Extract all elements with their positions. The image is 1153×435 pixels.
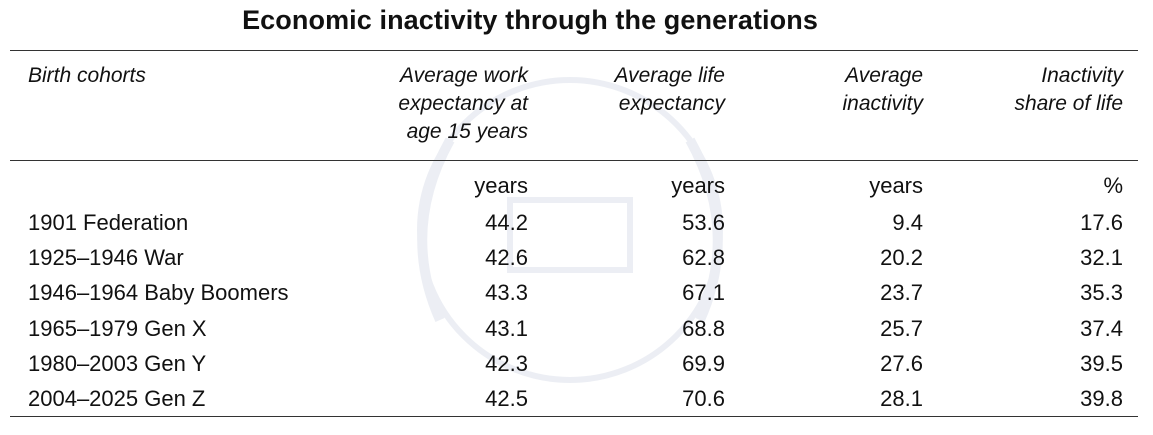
row-label: 1980–2003 Gen Y: [28, 350, 207, 376]
table-cell: 69.9: [682, 350, 725, 376]
column-header-line: age 15 years: [406, 120, 528, 143]
table-cell: 23.7: [880, 280, 923, 306]
unit-label: years: [671, 173, 725, 198]
unit-label: years: [869, 173, 923, 198]
column-header-line: Average work: [399, 64, 528, 87]
table-cell: 9.4: [892, 210, 923, 235]
table-cell: 20.2: [880, 245, 923, 271]
table-cell: 37.4: [1080, 315, 1123, 341]
row-label: 1925–1946 War: [28, 245, 184, 271]
table-cell: 32.1: [1080, 245, 1123, 271]
row-label: 1965–1979 Gen X: [28, 315, 207, 341]
table-cell: 25.7: [880, 315, 923, 341]
table-cell: 67.1: [682, 280, 725, 306]
column-header-line: Inactivity: [1041, 64, 1123, 87]
unit-label: years: [474, 173, 528, 198]
row-label: 1901 Federation: [28, 210, 189, 235]
table-cell: 28.1: [880, 386, 923, 411]
column-header-line: Average: [845, 64, 923, 87]
unit-label: %: [1103, 173, 1123, 198]
table-cell: 35.3: [1080, 280, 1123, 306]
column-header-line: expectancy at: [398, 92, 528, 115]
column-header-line: Birth cohorts: [28, 64, 146, 87]
column-header-line: share of life: [1014, 92, 1123, 115]
column-header-line: expectancy: [618, 92, 725, 115]
row-label: 1946–1964 Baby Boomers: [28, 280, 289, 306]
table-cell: 53.6: [682, 210, 725, 235]
table-cell: 42.5: [485, 386, 528, 411]
table-cell: 27.6: [880, 350, 923, 376]
top-rule: [10, 50, 1138, 51]
column-header-2: Average life expectancy: [525, 62, 725, 118]
column-header-line: Average life: [614, 64, 725, 87]
table-cell: 68.8: [682, 315, 725, 341]
bottom-rule: [10, 416, 1138, 417]
column-header-3: Average inactivity: [723, 62, 923, 118]
table-cell: 42.3: [485, 350, 528, 376]
table-cell: 44.2: [485, 210, 528, 235]
column-header-line: inactivity: [842, 92, 923, 115]
table-cell: 39.5: [1080, 350, 1123, 376]
row-label: 2004–2025 Gen Z: [28, 386, 206, 411]
table-cell: 17.6: [1080, 210, 1123, 235]
column-header-4: Inactivity share of life: [923, 62, 1123, 118]
table-title: Economic inactivity through the generati…: [242, 5, 818, 35]
table-cell: 42.6: [485, 245, 528, 271]
table-cell: 43.1: [485, 315, 528, 341]
table-cell: 39.8: [1080, 386, 1123, 411]
table-cell: 62.8: [682, 245, 725, 271]
column-header-1: Average work expectancy at age 15 years: [328, 62, 528, 146]
header-rule: [10, 160, 1138, 161]
column-header-0: Birth cohorts: [28, 62, 328, 90]
table-cell: 43.3: [485, 280, 528, 306]
table-cell: 70.6: [682, 386, 725, 411]
